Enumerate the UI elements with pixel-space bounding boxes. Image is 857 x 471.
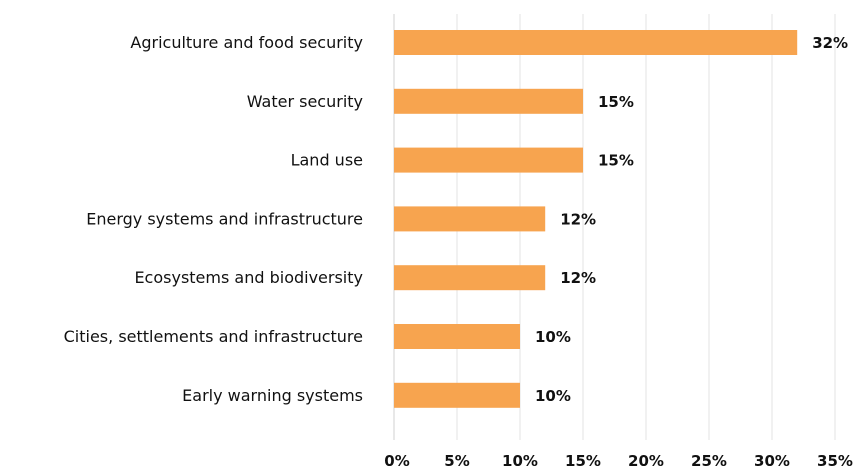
data-label: 12%: [560, 269, 596, 287]
x-tick-label: 10%: [502, 452, 538, 470]
bar: [394, 382, 520, 408]
x-tick-label: 25%: [691, 452, 727, 470]
bar: [394, 265, 546, 291]
bar: [394, 30, 798, 55]
category-label: Water security: [247, 92, 363, 111]
data-label: 12%: [560, 210, 596, 228]
data-label: 15%: [598, 93, 634, 111]
x-tick-label: 30%: [754, 452, 790, 470]
data-label: 15%: [598, 152, 634, 170]
data-label: 32%: [812, 34, 848, 52]
category-label: Land use: [291, 151, 363, 170]
bar: [394, 324, 520, 349]
x-axis-ticks: 0% 5% 10% 15% 20% 25% 30% 35%: [384, 452, 853, 470]
category-label: Agriculture and food security: [130, 33, 363, 52]
bar: [394, 206, 546, 232]
x-tick-label: 5%: [444, 452, 469, 470]
x-tick-label: 0%: [384, 452, 409, 470]
data-labels: 32% 15% 15% 12% 12% 10% 10%: [535, 34, 848, 405]
category-labels: Agriculture and food security Water secur…: [64, 33, 363, 405]
bar: [394, 147, 583, 173]
category-label: Cities, settlements and infrastructure: [64, 327, 363, 346]
bars: [394, 30, 798, 408]
x-tick-label: 15%: [565, 452, 601, 470]
data-label: 10%: [535, 328, 571, 346]
bar: [394, 88, 583, 114]
x-tick-label: 20%: [628, 452, 664, 470]
x-tick-label: 35%: [817, 452, 853, 470]
category-label: Energy systems and infrastructure: [86, 209, 363, 228]
data-label: 10%: [535, 387, 571, 405]
category-label: Ecosystems and biodiversity: [134, 268, 363, 287]
category-label: Early warning systems: [182, 386, 363, 405]
